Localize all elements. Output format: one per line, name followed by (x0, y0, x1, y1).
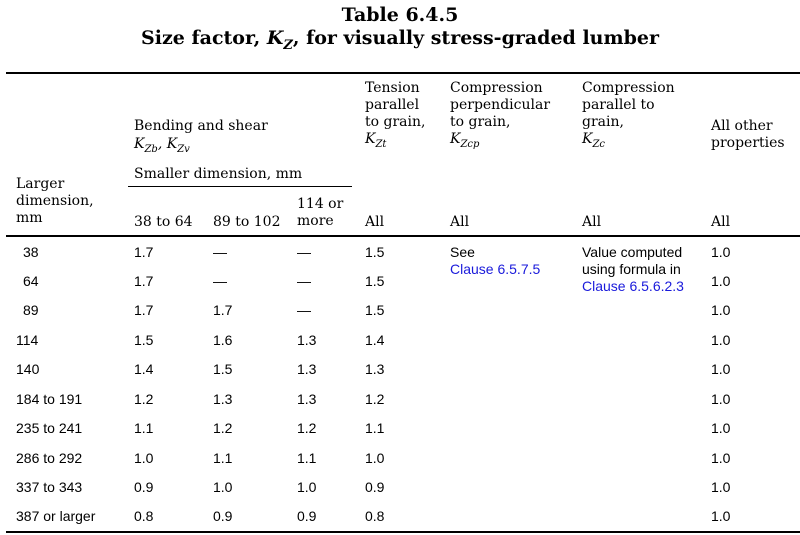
cell-bending-38-64: 1.2 (134, 391, 154, 407)
cell-bending-38-64: 1.1 (134, 420, 154, 436)
cell-larger: 114 (16, 332, 39, 348)
cell-other: 1.0 (711, 273, 731, 289)
header-sub-89-102: 89 to 102 (213, 214, 281, 230)
cell-other: 1.0 (711, 420, 731, 436)
cell-bending-38-64: 1.7 (134, 273, 154, 289)
cell-tension: 1.5 (365, 244, 385, 260)
cell-larger: 184 to 191 (16, 391, 83, 407)
comp-perp-note: See Clause 6.5.7.5 (450, 244, 541, 277)
header-comp-perp: Compression perpendicular to grain, KZcp (450, 80, 551, 150)
cell-bending-114: — (297, 273, 311, 289)
header-bending-symbols: KZb, KZv (134, 136, 190, 155)
cell-tension: 1.1 (365, 420, 385, 436)
bottom-rule (6, 531, 800, 533)
cell-bending-114: 1.1 (297, 450, 317, 466)
cell-tension: 1.2 (365, 391, 385, 407)
cell-bending-38-64: 1.5 (134, 332, 154, 348)
cell-other: 1.0 (711, 450, 731, 466)
cell-other: 1.0 (711, 332, 731, 348)
cell-bending-89-102: 1.5 (213, 361, 233, 377)
cell-other: 1.0 (711, 508, 731, 524)
cell-tension: 0.8 (365, 508, 385, 524)
clause-6-5-7-5-link[interactable]: Clause 6.5.7.5 (450, 261, 541, 277)
header-tension: Tension parallel to grain, KZt (365, 80, 426, 150)
cell-bending-114: 1.2 (297, 420, 317, 436)
cell-bending-38-64: 1.7 (134, 244, 154, 260)
cell-bending-89-102: 1.2 (213, 420, 233, 436)
cell-bending-114: 1.0 (297, 479, 317, 495)
cell-other: 1.0 (711, 302, 731, 318)
header-other: All other properties (711, 118, 785, 151)
header-all-comp-perp: All (450, 214, 470, 230)
cell-larger: 337 to 343 (16, 479, 83, 495)
cell-larger: 387 or larger (16, 508, 96, 524)
cell-other: 1.0 (711, 479, 731, 495)
cell-bending-38-64: 1.0 (134, 450, 154, 466)
cell-bending-89-102: — (213, 273, 227, 289)
comp-par-note: Value computed using formula in Clause 6.… (582, 244, 684, 294)
cell-bending-89-102: 1.6 (213, 332, 233, 348)
cell-bending-114: — (297, 244, 311, 260)
cell-bending-114: 1.3 (297, 391, 317, 407)
cell-other: 1.0 (711, 361, 731, 377)
header-all-tension: All (365, 214, 385, 230)
cell-bending-38-64: 0.8 (134, 508, 154, 524)
cell-tension: 1.3 (365, 361, 385, 377)
header-sub-114: 114 or more (297, 196, 344, 229)
header-smaller-dimension: Smaller dimension, mm (134, 166, 303, 182)
cell-other: 1.0 (711, 391, 731, 407)
cell-larger: 64 (23, 273, 39, 289)
cell-larger: 38 (23, 244, 39, 260)
header-bending-shear: Bending and shear (134, 118, 268, 134)
cell-bending-114: — (297, 302, 311, 318)
header-all-other: All (711, 214, 731, 230)
clause-6-5-6-2-3-link[interactable]: Clause 6.5.6.2.3 (582, 278, 684, 294)
table-title: Table 6.4.5 Size factor, KZ, for visuall… (0, 4, 800, 58)
cell-tension: 1.0 (365, 450, 385, 466)
cell-bending-89-102: 1.1 (213, 450, 233, 466)
cell-bending-38-64: 1.7 (134, 302, 154, 318)
cell-bending-89-102: 1.7 (213, 302, 233, 318)
cell-tension: 0.9 (365, 479, 385, 495)
cell-tension: 1.5 (365, 302, 385, 318)
cell-larger: 89 (23, 302, 39, 318)
top-rule (6, 72, 800, 74)
header-larger-dimension: Larger dimension, mm (16, 176, 94, 226)
cell-tension: 1.4 (365, 332, 385, 348)
cell-bending-89-102: 0.9 (213, 508, 233, 524)
table-caption: Size factor, KZ, for visually stress-gra… (141, 27, 659, 53)
table-number: Table 6.4.5 (341, 4, 459, 26)
cell-larger: 286 to 292 (16, 450, 83, 466)
cell-bending-89-102: 1.3 (213, 391, 233, 407)
smaller-dim-rule (128, 186, 352, 187)
cell-bending-114: 1.3 (297, 332, 317, 348)
header-comp-par: Compression parallel to grain, KZc (582, 80, 675, 150)
header-bottom-rule (6, 235, 800, 237)
cell-tension: 1.5 (365, 273, 385, 289)
header-sub-38-64: 38 to 64 (134, 214, 193, 230)
cell-larger: 140 (16, 361, 40, 377)
cell-bending-114: 0.9 (297, 508, 317, 524)
header-all-comp-par: All (582, 214, 602, 230)
cell-bending-114: 1.3 (297, 361, 317, 377)
cell-bending-89-102: 1.0 (213, 479, 233, 495)
cell-bending-38-64: 1.4 (134, 361, 154, 377)
cell-larger: 235 to 241 (16, 420, 83, 436)
cell-bending-89-102: — (213, 244, 227, 260)
cell-bending-38-64: 0.9 (134, 479, 154, 495)
cell-other: 1.0 (711, 244, 731, 260)
